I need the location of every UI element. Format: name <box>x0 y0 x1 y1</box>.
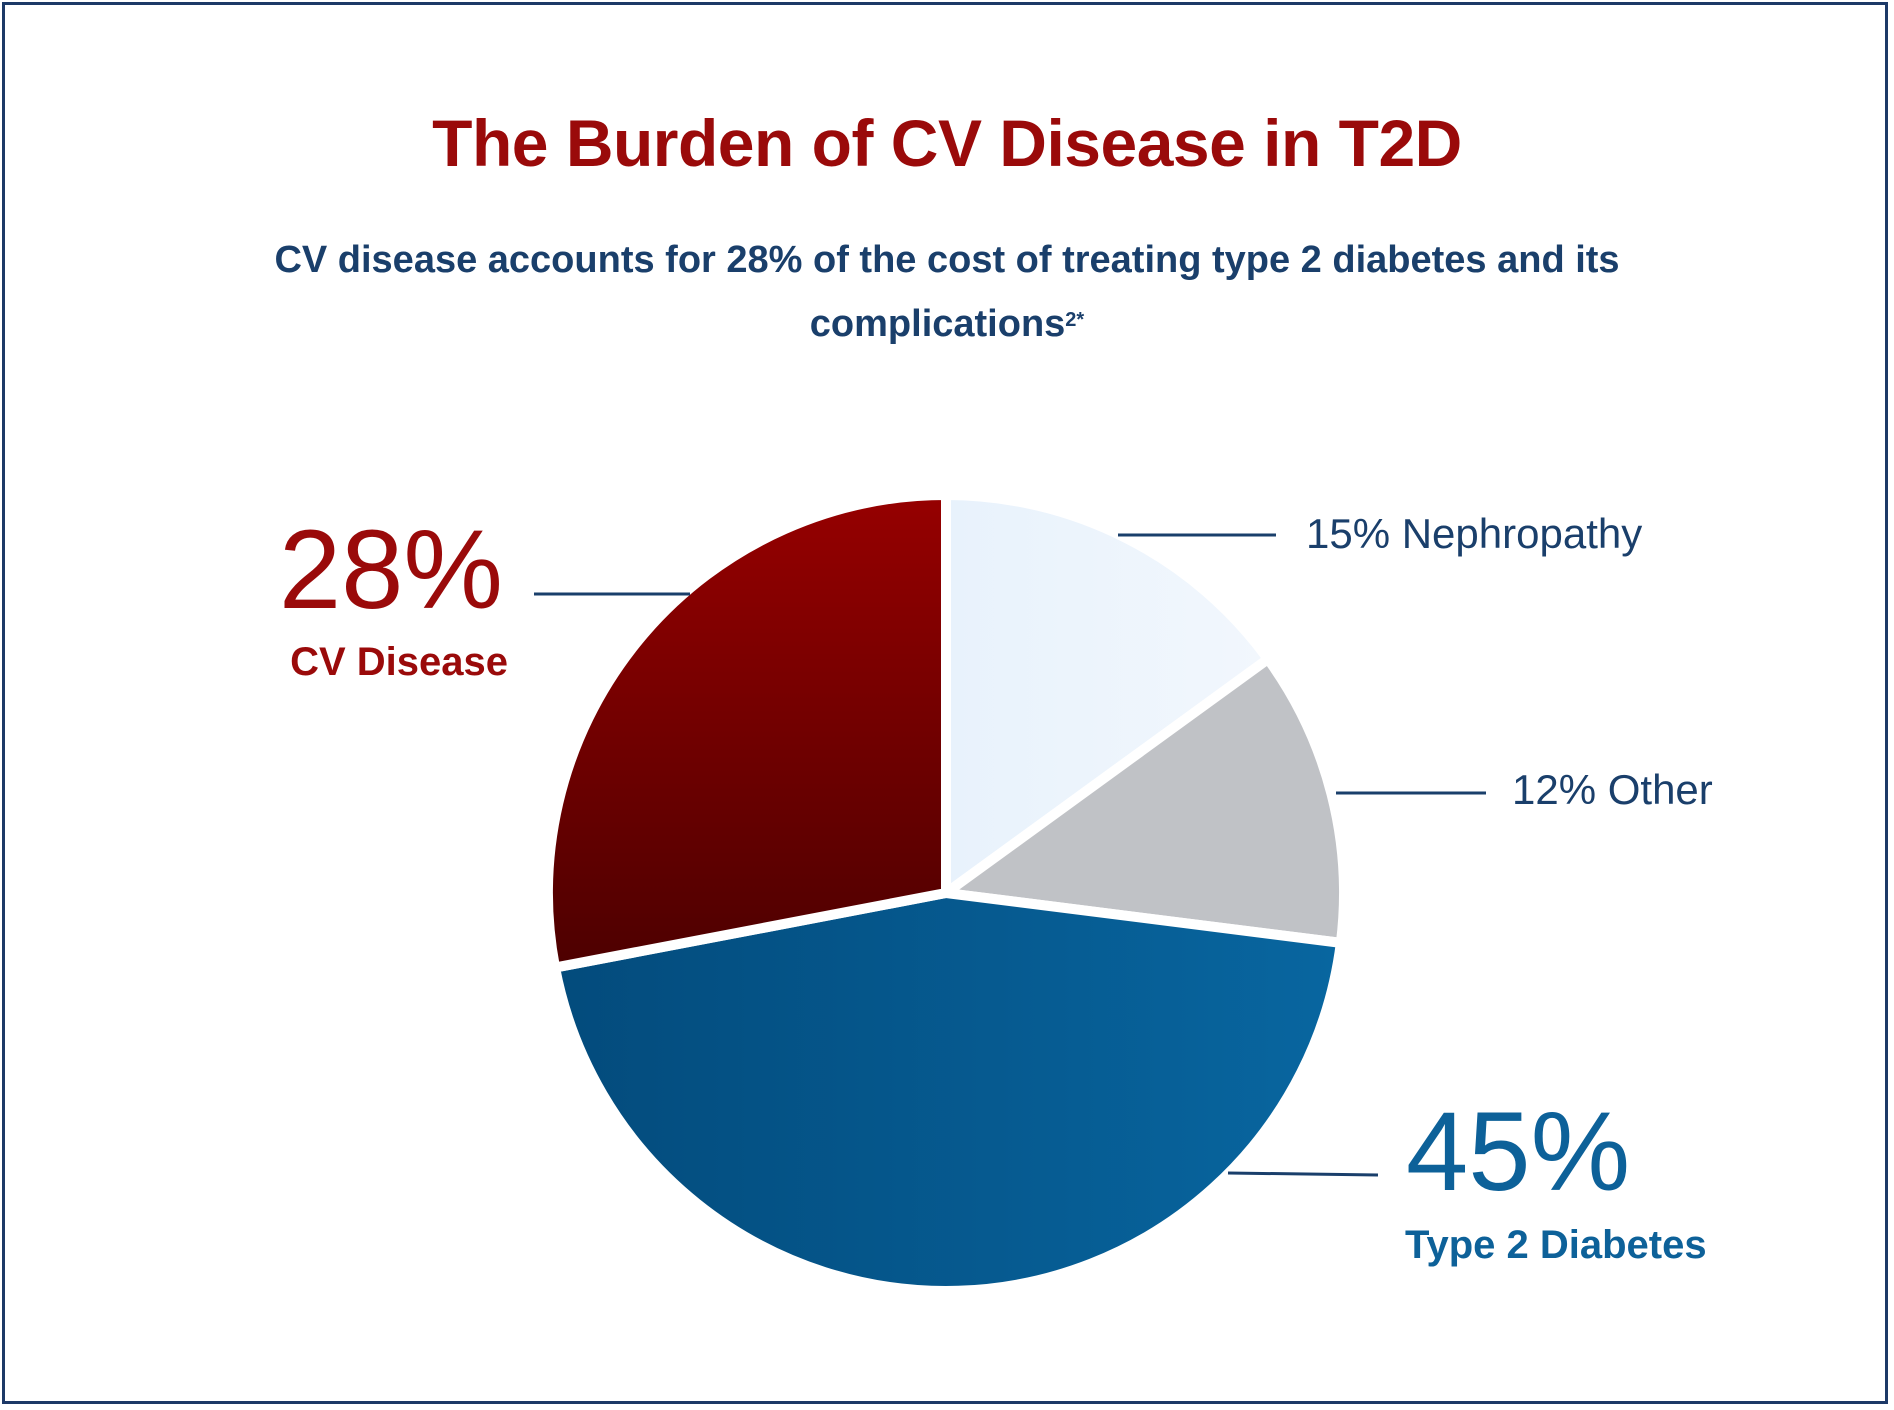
subtitle-footnote: 2* <box>1065 309 1085 331</box>
pie-slice-type-2-diabetes <box>550 888 1346 1296</box>
pie-slices <box>543 490 1349 1296</box>
label-other: 12% Other <box>1512 766 1713 813</box>
chart-title: The Burden of CV Disease in T2D <box>432 106 1462 180</box>
label-nephropathy: 15% Nephropathy <box>1306 510 1642 557</box>
label-cv-disease-name: CV Disease <box>290 640 508 684</box>
pie-slice-cv-disease <box>543 490 951 973</box>
chart-subtitle: CV disease accounts for 28% of the cost … <box>190 228 1704 356</box>
label-type2-diabetes-pct: 45% <box>1406 1089 1630 1214</box>
leader-line-type2-diabetes <box>1227 1171 1379 1177</box>
pie-slice-nephropathy <box>941 490 1273 898</box>
pie-slice-other <box>941 654 1349 948</box>
label-cv-disease-pct: 28% <box>279 507 503 632</box>
subtitle-text: CV disease accounts for 28% of the cost … <box>274 239 1620 345</box>
label-type2-diabetes-name: Type 2 Diabetes <box>1405 1223 1707 1267</box>
